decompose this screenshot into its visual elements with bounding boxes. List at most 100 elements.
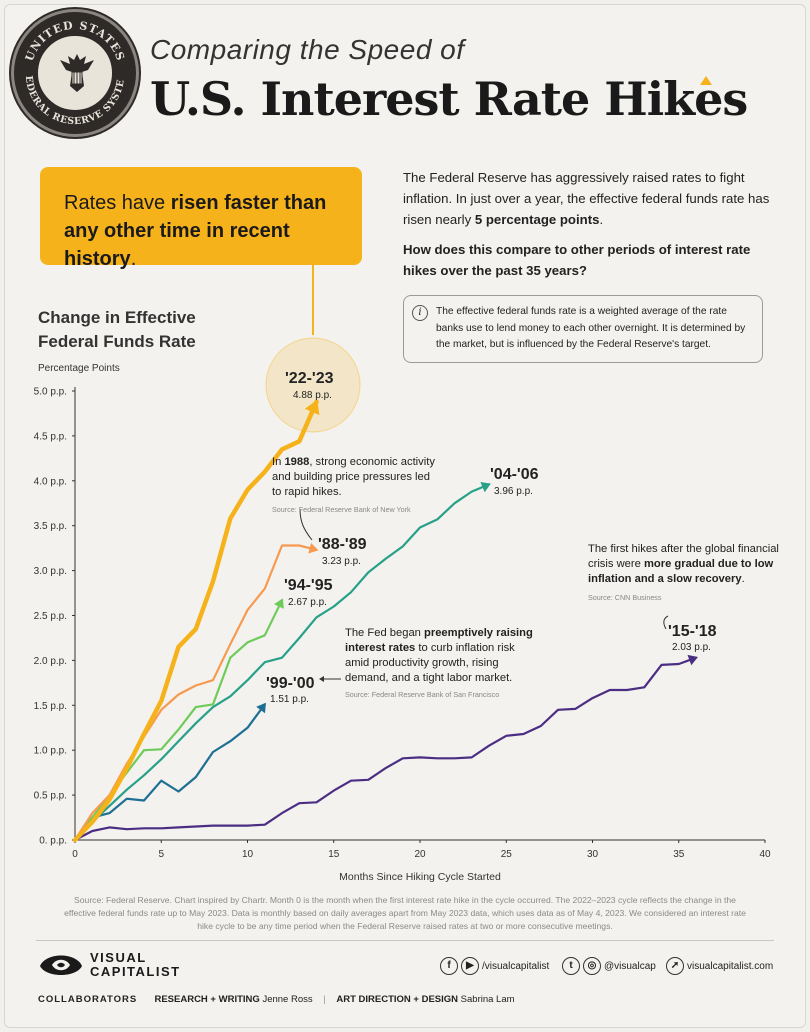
series-arrow-1: [256, 702, 266, 714]
callout-bold-text: risen faster than any: [64, 192, 327, 242]
series-label-2: '04-'06: [490, 466, 539, 483]
x-tick-label: 25: [501, 849, 513, 860]
art-label: ART DIRECTION + DESIGN: [336, 994, 459, 1005]
annotation-2015-source: Source: CNN Business: [588, 593, 662, 602]
eagle-icon: [60, 54, 94, 92]
series-line-2: [73, 483, 491, 842]
definition-box: i The effective federal funds rate is a …: [403, 295, 763, 363]
series-line-5: [72, 399, 319, 843]
series-total-0: 2.03 p.p.: [672, 642, 711, 653]
annotation-leader-88: [299, 508, 313, 541]
series-line-1: [73, 703, 266, 842]
facebook-link[interactable]: f ▶ /visualcapitalist: [440, 956, 549, 976]
instagram-link[interactable]: t ◎ @visualcap: [562, 956, 656, 976]
intro-text-main: The Federal Reserve has aggressively rai…: [403, 170, 770, 227]
series-label-3: '94-'95: [284, 577, 333, 594]
info-icon: i: [412, 305, 428, 321]
y-tick-label: 1.0 p.p.: [34, 746, 67, 757]
instagram-handle: @visualcap: [604, 960, 656, 972]
title-accent-icon: [700, 76, 712, 85]
collaborators-label: COLLABORATORS: [38, 994, 138, 1005]
y-tick-label: 2.0 p.p.: [34, 656, 67, 667]
annotation-1988: In 1988, strong economic activity and bui…: [272, 456, 435, 498]
intro-text-bold: 5 percentage points: [474, 212, 600, 227]
callout-period: .: [130, 248, 137, 270]
y-tick-label: 1.5 p.p.: [34, 701, 67, 712]
x-axis-label: Months Since Hiking Cycle Started: [339, 871, 501, 883]
key-takeaway-callout: Rates have risen faster than any other t…: [40, 167, 362, 270]
intro-paragraph: The Federal Reserve has aggressively rai…: [403, 167, 783, 230]
y-tick-label: 2.5 p.p.: [34, 611, 67, 622]
annotation-1994-source: Source: Federal Reserve Bank of San Fran…: [345, 690, 499, 699]
annotation-2015: The first hikes after the global financi…: [588, 543, 779, 585]
chart-title-line-1: Change in Effective: [38, 308, 196, 327]
intro-text: The Federal Reserve has aggressively rai…: [403, 167, 783, 281]
x-tick-label: 40: [759, 849, 771, 860]
chart-title-line-2: Federal Funds Rate: [38, 332, 196, 351]
series-label-0: '15-'18: [668, 623, 717, 640]
annotation-1994: The Fed began preemptively raising intere…: [345, 627, 533, 684]
series-label-4: '88-'89: [318, 536, 367, 553]
x-tick-label: 30: [587, 849, 599, 860]
annotation-leader-15: [663, 615, 669, 630]
cursor-icon: ➚: [666, 957, 684, 975]
website-link[interactable]: ➚ visualcapitalist.com: [666, 956, 773, 976]
x-tick-label: 0: [72, 849, 78, 860]
callout-text: Rates have: [64, 192, 171, 214]
website-url: visualcapitalist.com: [687, 960, 774, 972]
series-total-3: 2.67 p.p.: [288, 597, 327, 608]
research-name: Jenne Ross: [262, 994, 313, 1005]
y-tick-label: 0.5 p.p.: [34, 791, 67, 802]
x-tick-label: 15: [328, 849, 340, 860]
y-tick-label: 3.0 p.p.: [34, 566, 67, 577]
x-tick-label: 35: [673, 849, 685, 860]
x-tick-label: 5: [158, 849, 164, 860]
series-arrow-0: [687, 654, 698, 666]
callout-connector: [312, 265, 314, 335]
series-arrow-3: [274, 598, 284, 609]
brand-name: VISUAL CAPITALIST: [90, 951, 181, 979]
y-tick-label: 3.5 p.p.: [34, 521, 67, 532]
federal-reserve-seal: UNITED STATES FEDERAL RESERVE SYSTEM: [14, 12, 136, 134]
callout-bold-text-2: other time in recent history: [64, 220, 290, 270]
series-total-4: 3.23 p.p.: [322, 556, 361, 567]
infographic-title: U.S. Interest Rate Hikes: [150, 72, 748, 126]
y-tick-label: 5.0 p.p.: [34, 387, 67, 398]
definition-text: The effective federal funds rate is a we…: [436, 306, 746, 350]
y-tick-label: 4.5 p.p.: [34, 431, 67, 442]
youtube-icon: ▶: [461, 957, 479, 975]
series-total-5: 4.88 p.p.: [293, 390, 332, 401]
facebook-icon: f: [440, 957, 458, 975]
annotation-1988-source: Source: Federal Reserve Bank of New York: [272, 505, 411, 514]
infographic-subtitle: Comparing the Speed of: [150, 34, 465, 65]
series-arrow-5: [304, 399, 320, 416]
series-total-2: 3.96 p.p.: [494, 486, 533, 497]
twitter-icon: t: [562, 957, 580, 975]
brand-line-2: CAPITALIST: [90, 964, 181, 979]
art-name: Sabrina Lam: [460, 994, 515, 1005]
visual-capitalist-logo-icon: [40, 955, 82, 975]
x-tick-label: 10: [242, 849, 254, 860]
research-label: RESEARCH + WRITING: [154, 994, 260, 1005]
brand-line-1: VISUAL: [90, 950, 147, 965]
y-tick-label: 4.0 p.p.: [34, 476, 67, 487]
series-line-0: [73, 656, 698, 842]
series-label-5: '22-'23: [285, 370, 334, 387]
y-axis-label: Percentage Points: [38, 363, 120, 374]
instagram-icon: ◎: [583, 957, 601, 975]
intro-text-end: .: [599, 212, 604, 227]
y-tick-label: 0. p.p.: [39, 836, 67, 847]
intro-question: How does this compare to other periods o…: [403, 242, 751, 278]
line-chart: 0. p.p. 0.5 p.p. 1.0 p.p. 1.5 p.p. 2.0 p.p. 2…: [34, 337, 779, 883]
collaborators: COLLABORATORS RESEARCH + WRITING Jenne R…: [38, 994, 515, 1005]
series-arrow-2: [480, 482, 491, 493]
footer-divider: [36, 940, 774, 941]
highlight-circle: [265, 337, 361, 433]
source-note: Source: Federal Reserve. Chart inspired …: [64, 895, 746, 931]
series-arrow-4: [308, 542, 319, 554]
annotation-arrow-94: [319, 676, 324, 682]
series-total-1: 1.51 p.p.: [270, 694, 309, 705]
chart-title: Change in Effective Federal Funds Rate: [38, 306, 196, 354]
x-tick-label: 20: [414, 849, 426, 860]
series-label-1: '99-'00: [266, 675, 315, 692]
